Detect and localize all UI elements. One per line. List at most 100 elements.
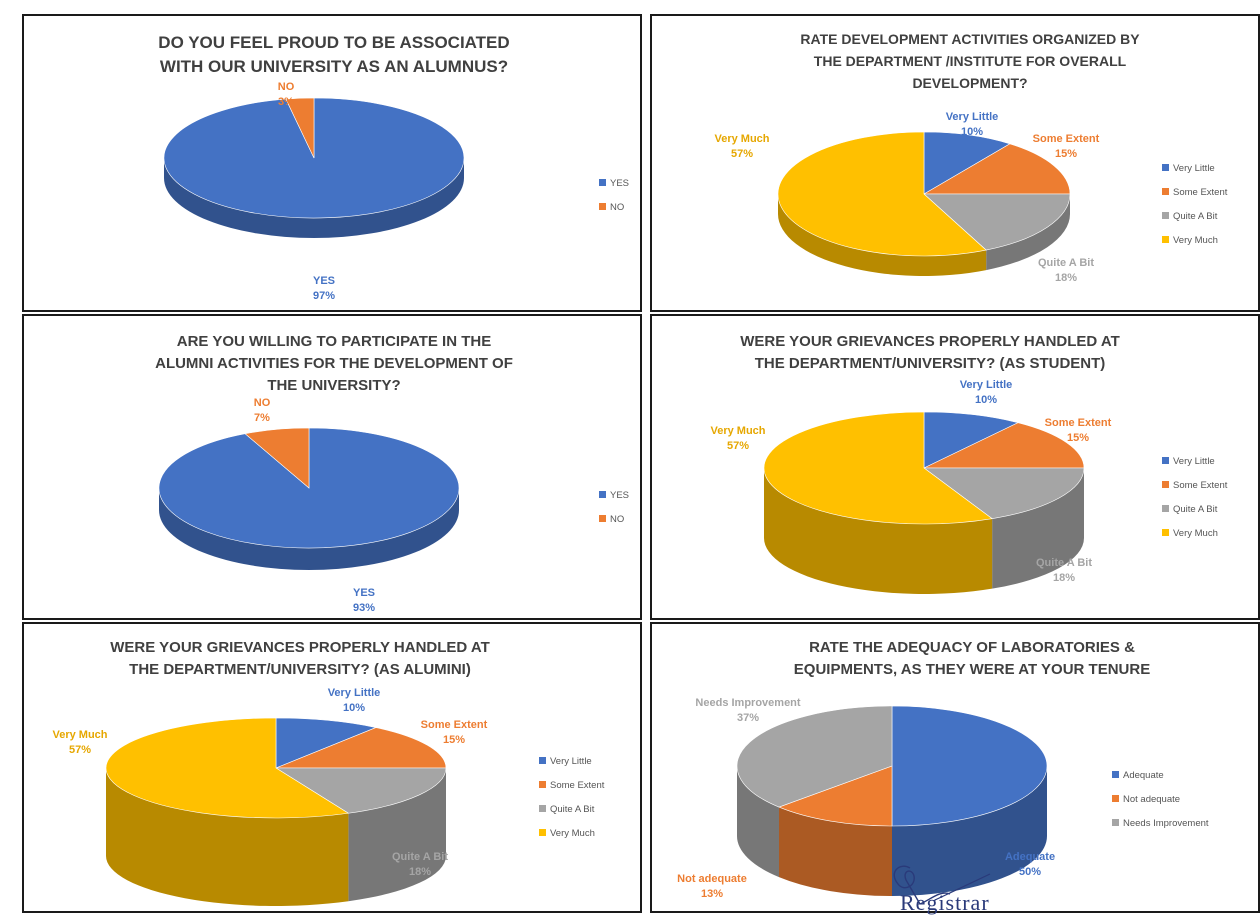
pie-slice-side-very-much [778,194,987,276]
data-label-yes: YES [313,275,335,287]
data-label-some-extent: Some Extent [421,719,488,731]
data-label-quite-a-bit: Quite A Bit [1036,557,1092,569]
chart-title-line: RATE THE ADEQUACY OF LABORATORIES & [809,639,1135,656]
data-value-very-much: 57% [727,440,749,452]
pie-slice-side-quite-a-bit [986,194,1070,271]
legend-swatch-quite-a-bit [1162,505,1169,512]
pie-slice-some-extent [923,422,1085,469]
data-value-some-extent: 15% [1055,148,1077,160]
chart-title-line: RATE DEVELOPMENT ACTIVITIES ORGANIZED BY [800,31,1140,47]
chart-panel-development-activities: RATE DEVELOPMENT ACTIVITIES ORGANIZED BY… [650,14,1260,312]
legend-label-adequate: Adequate [1123,770,1164,781]
legend-swatch-not-adequate [1112,795,1119,802]
legend-swatch-yes [599,179,606,186]
pie-slice-very-much [763,411,993,525]
legend-swatch-needs-improvement [1112,819,1119,826]
data-label-some-extent: Some Extent [1045,417,1112,429]
chart-panel-grievances-student: WERE YOUR GRIEVANCES PROPERLY HANDLED AT… [650,314,1260,620]
chart-title-line: WITH OUR UNIVERSITY AS AN ALUMNUS? [160,57,508,76]
pie-slice-side-very-much [764,468,993,594]
data-value-yes: 93% [353,602,375,614]
data-label-very-much: Very Much [52,729,107,741]
pie-slice-no [244,427,310,489]
legend-swatch-no [599,515,606,522]
data-value-quite-a-bit: 18% [1055,272,1077,284]
chart-panel-laboratory-adequacy: RATE THE ADEQUACY OF LABORATORIES & EQUIP… [650,622,1260,913]
data-value-no: 7% [254,412,270,424]
pie-slice-very-much [105,717,350,819]
chart-title-line: ARE YOU WILLING TO PARTICIPATE IN THE [177,333,491,350]
data-value-very-little: 10% [975,394,997,406]
registrar-signature [893,865,991,905]
chart-title-line: DO YOU FEEL PROUD TO BE ASSOCIATED [158,33,509,52]
pie-slice-adequate [891,705,1048,827]
legend-swatch-very-much [539,829,546,836]
data-label-no: NO [254,397,271,409]
legend-label-needs-improvement: Needs Improvement [1123,818,1209,829]
legend-swatch-quite-a-bit [539,805,546,812]
data-label-very-little: Very Little [946,111,999,123]
data-label-quite-a-bit: Quite A Bit [1038,257,1094,269]
pie-slice-side-yes [164,158,464,238]
data-value-yes: 97% [313,290,335,302]
chart-title-line: THE DEPARTMENT/UNIVERSITY? (AS STUDENT) [755,355,1106,372]
pie-slice-not-adequate [778,765,893,827]
pie-chart-svg: WERE YOUR GRIEVANCES PROPERLY HANDLED AT… [710,333,1228,594]
pie-slice-very-little [923,411,1019,469]
chart-title-line: DEVELOPMENT? [912,75,1027,91]
data-label-quite-a-bit: Quite A Bit [392,851,448,863]
legend-label-very-much: Very Much [1173,235,1218,246]
legend-swatch-no [599,203,606,210]
data-label-some-extent: Some Extent [1033,133,1100,145]
data-value-very-little: 10% [961,126,983,138]
legend-swatch-yes [599,491,606,498]
legend-swatch-some-extent [539,781,546,788]
legend-swatch-some-extent [1162,188,1169,195]
data-label-very-much: Very Much [710,425,765,437]
data-label-very-little: Very Little [328,687,381,699]
legend-swatch-some-extent [1162,481,1169,488]
legend-label-no: NO [610,514,624,525]
chart-title-line: WERE YOUR GRIEVANCES PROPERLY HANDLED AT [110,639,490,656]
legend-swatch-very-little [539,757,546,764]
pie-slice-some-extent [275,727,447,769]
pie-slice-side-adequate [892,766,1047,896]
data-value-needs-improvement: 37% [737,712,759,724]
chart-title-line: EQUIPMENTS, AS THEY WERE AT YOUR TENURE [794,661,1150,678]
pie-slice-side-quite-a-bit [348,768,446,902]
data-label-needs-improvement: Needs Improvement [695,697,800,709]
pie-slice-no [285,97,315,159]
legend-label-no: NO [610,202,624,213]
data-label-adequate: Adequate [1005,851,1055,863]
legend-label-quite-a-bit: Quite A Bit [1173,504,1218,515]
data-value-very-much: 57% [69,744,91,756]
legend-swatch-very-little [1162,164,1169,171]
chart-panel-grievances-alumni: WERE YOUR GRIEVANCES PROPERLY HANDLED AT… [22,622,642,913]
data-value-not-adequate: 13% [701,888,723,900]
data-value-quite-a-bit: 18% [1053,572,1075,584]
pie-slice-quite-a-bit [923,467,1085,519]
legend-label-yes: YES [610,490,629,501]
legend-swatch-very-much [1162,529,1169,536]
pie-slice-side-needs-improvement [737,766,780,878]
pie-slice-very-little [923,131,1011,195]
chart-title-line: WERE YOUR GRIEVANCES PROPERLY HANDLED AT [740,333,1120,350]
chart-title-line: THE DEPARTMENT /INSTITUTE FOR OVERALL [814,53,1127,69]
chart-title-line: THE UNIVERSITY? [267,377,400,394]
legend-label-very-much: Very Much [550,828,595,839]
pie-slice-side-very-much [106,768,349,906]
pie-chart-svg: DO YOU FEEL PROUD TO BE ASSOCIATED WITH O… [158,33,629,302]
pie-chart-svg: ARE YOU WILLING TO PARTICIPATE IN THE ALU… [155,333,629,614]
pie-slice-very-little [275,717,377,769]
legend-label-very-little: Very Little [550,756,592,767]
data-value-no: 3% [278,96,294,108]
legend-label-some-extent: Some Extent [1173,187,1228,198]
pie-chart-svg: RATE DEVELOPMENT ACTIVITIES ORGANIZED BY… [714,31,1228,284]
legend-label-quite-a-bit: Quite A Bit [550,804,595,815]
chart-title-line: THE DEPARTMENT/UNIVERSITY? (AS ALUMINI) [129,661,471,678]
pie-slice-side-yes [159,488,459,570]
data-label-very-much: Very Much [714,133,769,145]
registrar-stamp-text: Registrar [900,890,990,915]
pie-slice-needs-improvement [736,705,893,808]
legend-label-some-extent: Some Extent [550,780,605,791]
